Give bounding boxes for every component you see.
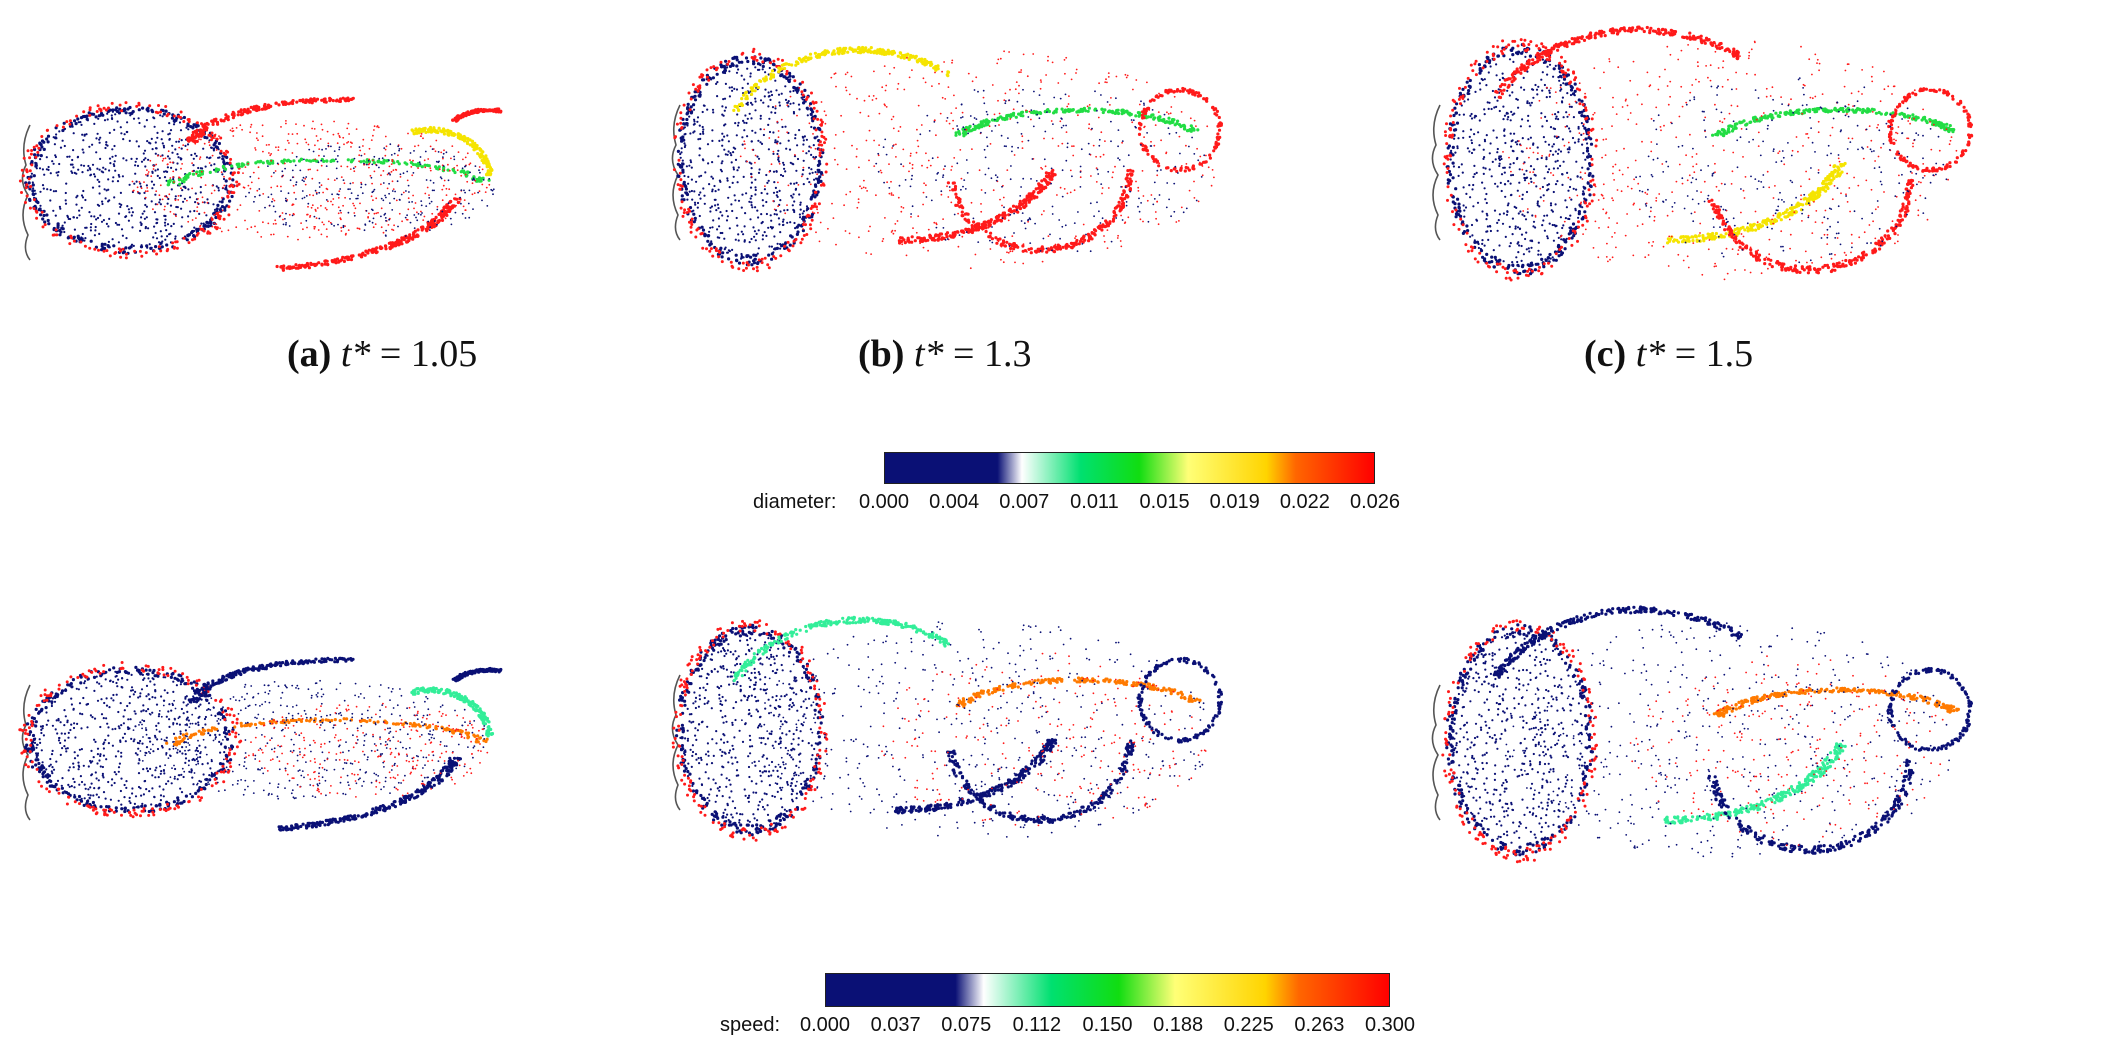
- colorbar-tick-label: 0.000: [799, 1014, 851, 1036]
- caption-c: (c) t* = 1.5: [1584, 332, 1753, 376]
- colorbar-tick-label: 0.263: [1294, 1014, 1345, 1036]
- particle-plot: [1431, 25, 1974, 282]
- colorbar-tick-label: 0.007: [999, 491, 1050, 513]
- panel-c-diameter: [1410, 10, 1980, 310]
- panel-b-diameter: [660, 20, 1230, 320]
- particle-plot: [1431, 605, 1973, 864]
- caption-label: (b): [858, 333, 905, 375]
- colorbar-tick-label: 0.015: [1139, 491, 1190, 513]
- panel-b-speed: [660, 590, 1230, 890]
- colorbar-title: diameter:: [753, 491, 837, 513]
- colorbar-tick-label: 0.188: [1153, 1014, 1204, 1036]
- colorbar-tick-label: 0.300: [1364, 1014, 1416, 1036]
- colorbar-tick-label: 0.004: [929, 491, 980, 513]
- colorbar-tick-label: 0.011: [1070, 491, 1119, 513]
- caption-value: = 1.3: [943, 333, 1032, 375]
- colorbar-tick-label: 0.022: [1279, 491, 1330, 513]
- particle-plot: [671, 45, 1223, 273]
- colorbar-tick-label: 0.112: [1012, 1014, 1062, 1036]
- caption-variable: t*: [1635, 333, 1666, 375]
- caption-label: (c): [1584, 333, 1627, 375]
- colorbar-title: speed:: [720, 1014, 781, 1036]
- colorbar-tick-label: 0.225: [1223, 1014, 1274, 1036]
- colorbar-tick-label: 0.000: [858, 491, 910, 513]
- colorbar-gradient: [825, 973, 1390, 1007]
- colorbar-tick-label: 0.150: [1082, 1014, 1133, 1036]
- caption-label: (a): [287, 333, 332, 375]
- caption-a: (a) t* = 1.05: [287, 332, 477, 376]
- panel-a-diameter: [10, 40, 580, 340]
- colorbar-tick-label: 0.037: [870, 1014, 921, 1036]
- colorbar-tick-label: 0.019: [1209, 491, 1260, 513]
- colorbar-tick-label: 0.075: [941, 1014, 992, 1036]
- caption-value: = 1.05: [370, 333, 478, 375]
- panel-a-speed: [10, 600, 580, 900]
- particle-plot: [18, 656, 503, 832]
- colorbar-tick-label: 0.026: [1349, 491, 1401, 513]
- caption-b: (b) t* = 1.3: [858, 332, 1031, 376]
- panel-c-speed: [1410, 590, 1980, 890]
- caption-variable: t*: [913, 333, 944, 375]
- colorbar-gradient: [884, 452, 1375, 484]
- caption-value: = 1.5: [1665, 333, 1754, 375]
- caption-variable: t*: [340, 333, 371, 375]
- particle-plot: [18, 96, 503, 272]
- particle-plot: [671, 615, 1223, 842]
